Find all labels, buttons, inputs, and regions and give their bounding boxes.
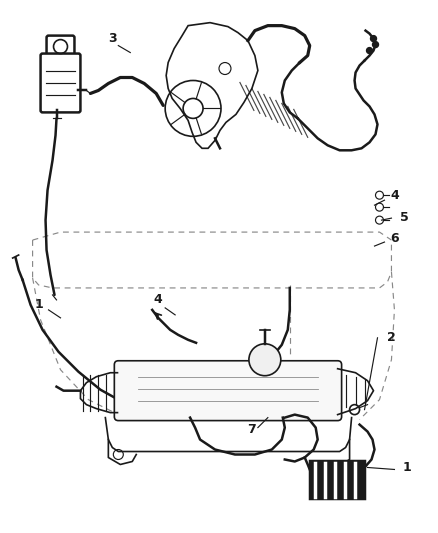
Circle shape: [372, 42, 378, 47]
Text: 1: 1: [34, 298, 43, 311]
Text: 2: 2: [387, 332, 396, 344]
Circle shape: [367, 47, 372, 53]
FancyBboxPatch shape: [46, 36, 74, 58]
Text: 7: 7: [247, 423, 256, 436]
FancyBboxPatch shape: [41, 53, 81, 112]
Text: 6: 6: [390, 231, 399, 245]
Text: 3: 3: [108, 32, 117, 45]
FancyBboxPatch shape: [114, 361, 342, 421]
Circle shape: [371, 36, 377, 42]
Text: 1: 1: [403, 461, 412, 474]
Text: 4: 4: [390, 189, 399, 201]
Text: 5: 5: [400, 211, 409, 224]
Text: 4: 4: [154, 293, 162, 306]
FancyBboxPatch shape: [310, 462, 364, 499]
Circle shape: [249, 344, 281, 376]
